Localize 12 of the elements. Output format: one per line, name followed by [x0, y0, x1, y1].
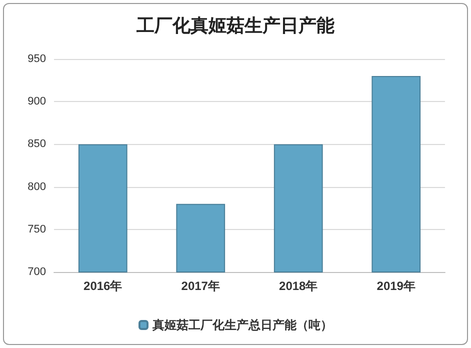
- legend-label: 真姬菇工厂化生产总日产能（吨）: [152, 318, 332, 332]
- y-tick-label: 850: [28, 138, 46, 150]
- chart-title: 工厂化真姬菇生产日产能: [136, 16, 334, 36]
- y-tick-label: 900: [28, 96, 46, 108]
- x-tick-label: 2018年: [279, 279, 318, 293]
- x-tick-label: 2016年: [84, 279, 122, 293]
- y-tick-label: 700: [28, 266, 46, 278]
- y-tick-label: 800: [28, 180, 46, 193]
- x-tick-label: 2019年: [376, 279, 416, 293]
- x-tick-label: 2017年: [181, 279, 220, 293]
- y-tick-label: 750: [28, 223, 46, 236]
- y-tick-label: 950: [28, 53, 46, 65]
